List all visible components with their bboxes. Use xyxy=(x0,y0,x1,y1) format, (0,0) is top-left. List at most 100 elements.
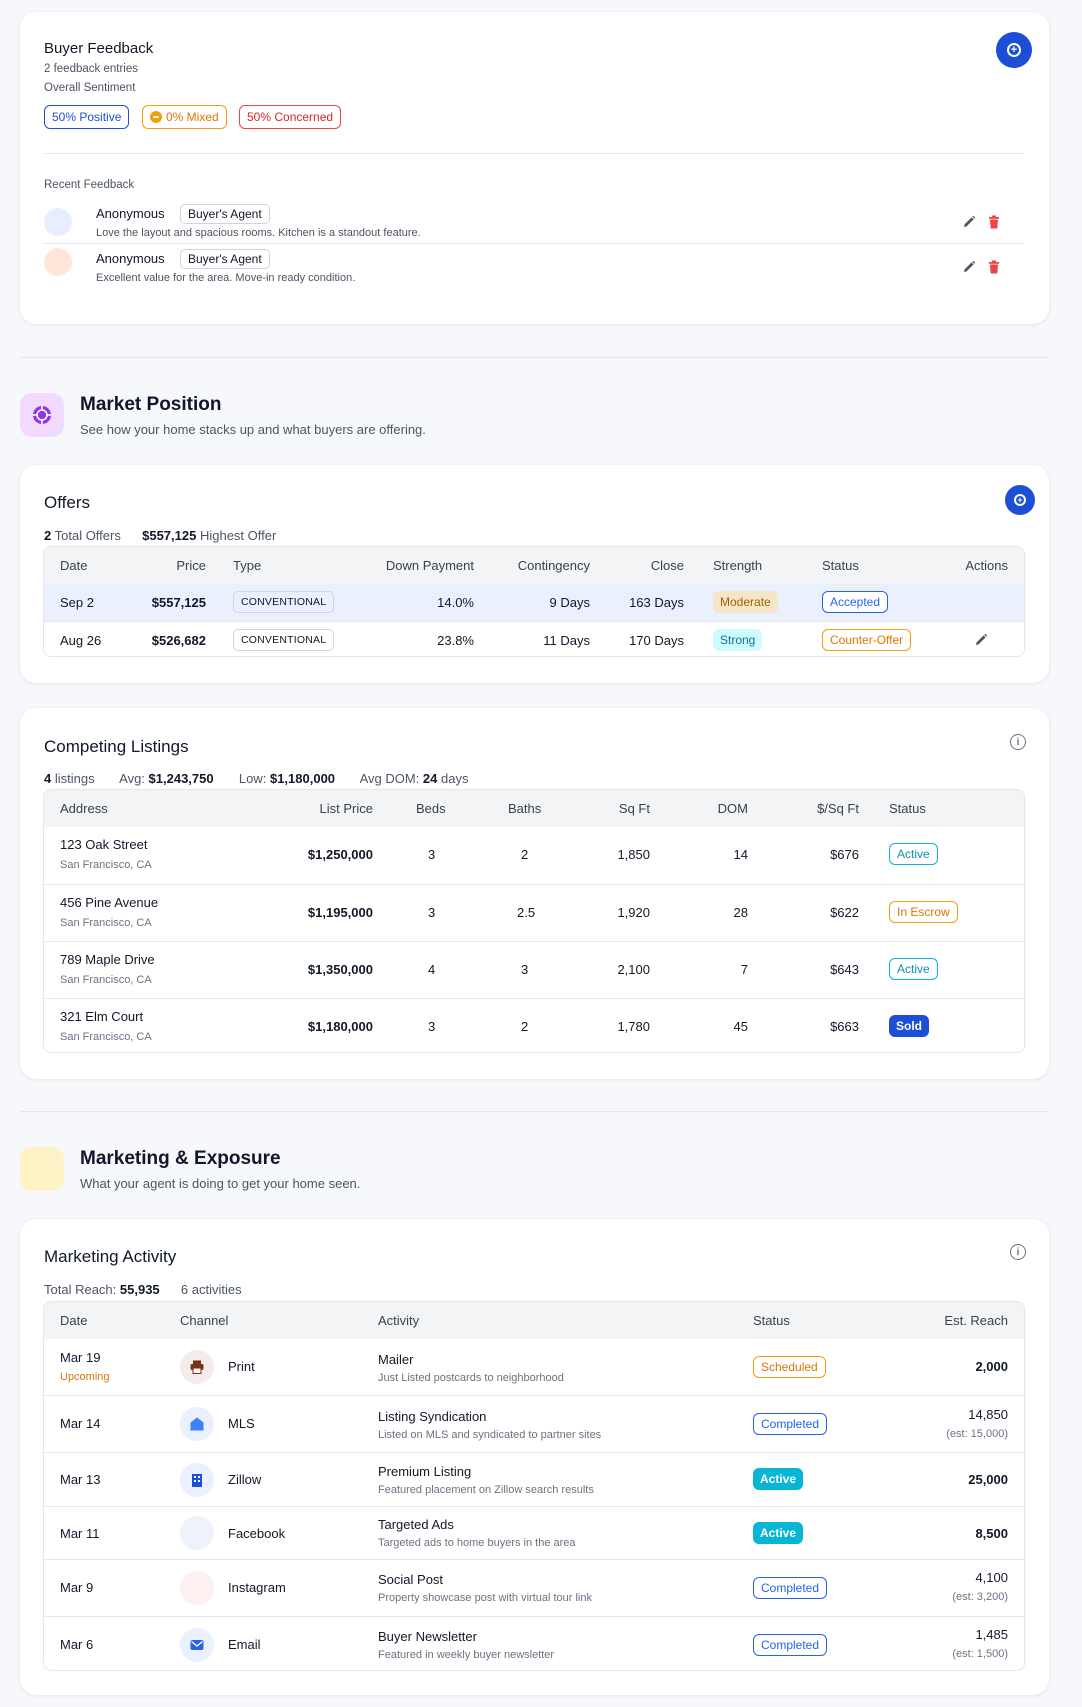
listing-dom: 14 xyxy=(733,847,748,862)
marketing-title: Marketing Activity xyxy=(44,1247,177,1266)
listing-dom: 7 xyxy=(740,962,748,977)
status-badge: Accepted xyxy=(822,591,889,613)
offer-contingency: 9 Days xyxy=(549,595,590,610)
offer-close: 163 Days xyxy=(629,595,684,610)
col-close: Close xyxy=(650,558,684,573)
offer-date: Sep 2 xyxy=(60,595,94,610)
strength-badge: Moderate xyxy=(713,591,778,613)
listing-beds: 3 xyxy=(428,1019,436,1034)
feedback-divider xyxy=(44,153,1025,154)
feedback-author: Anonymous xyxy=(96,251,165,266)
sentiment-label: Overall Sentiment xyxy=(44,82,136,94)
table-row[interactable]: Mar 11 Facebook Targeted Ads Targeted ad… xyxy=(44,1507,1024,1559)
info-icon[interactable]: i xyxy=(1010,734,1026,750)
listing-address: 456 Pine Avenue xyxy=(60,895,159,910)
listing-city: San Francisco, CA xyxy=(60,974,152,986)
sentiment-mixed-badge: 0% Mixed xyxy=(142,105,227,129)
col-sqft: Sq Ft xyxy=(618,801,650,816)
activity-date: Mar 9 xyxy=(60,1580,94,1595)
delete-icon[interactable] xyxy=(988,260,1000,279)
status-badge: Sold xyxy=(889,1015,929,1037)
offer-price: $526,682 xyxy=(151,633,206,648)
table-row[interactable]: 123 Oak Street San Francisco, CA $1,250,… xyxy=(44,827,1024,884)
col-actions: Actions xyxy=(965,558,1008,573)
market-position-subtitle: See how your home stacks up and what buy… xyxy=(80,422,426,437)
offer-price: $557,125 xyxy=(151,595,206,610)
activity-name: Buyer Newsletter xyxy=(378,1629,477,1644)
table-row[interactable]: Mar 14 MLS Listing Syndication Listed on… xyxy=(44,1396,1024,1452)
col-channel: Channel xyxy=(180,1313,229,1328)
marketing-table: Date Channel Activity Status Est. Reach … xyxy=(43,1301,1025,1671)
reach-estimate: (est: 3,200) xyxy=(952,1591,1008,1603)
offer-down-payment: 14.0% xyxy=(437,595,474,610)
table-row[interactable]: Mar 13 Zillow Premium Listing Featured p… xyxy=(44,1453,1024,1506)
channel-name: Email xyxy=(228,1637,261,1652)
buyer-feedback-card: Buyer Feedback 2 feedback entries Overal… xyxy=(20,12,1049,324)
activity-name: Mailer xyxy=(378,1352,414,1367)
table-row[interactable]: 456 Pine Avenue San Francisco, CA $1,195… xyxy=(44,885,1024,941)
table-row[interactable]: 321 Elm Court San Francisco, CA $1,180,0… xyxy=(44,999,1024,1052)
envelope-icon xyxy=(180,1628,214,1662)
offer-type-tag: CONVENTIONAL xyxy=(233,629,335,651)
col-price: Price xyxy=(176,558,206,573)
sentiment-concerned-badge: 50% Concerned xyxy=(239,105,342,129)
col-beds: Beds xyxy=(416,801,446,816)
col-status: Status xyxy=(889,801,926,816)
feedback-author: Anonymous xyxy=(96,206,165,221)
table-row[interactable]: Mar 19 Upcoming Print Mailer Just Listed… xyxy=(44,1339,1024,1395)
col-date: Date xyxy=(60,1313,88,1328)
activity-name: Social Post xyxy=(378,1572,444,1587)
add-feedback-button[interactable]: + xyxy=(996,32,1032,68)
col-price-per-sqft: $/Sq Ft xyxy=(817,801,859,816)
megaphone-icon xyxy=(20,1147,64,1191)
delete-icon[interactable] xyxy=(988,215,1000,234)
col-status: Status xyxy=(753,1313,790,1328)
channel-name: MLS xyxy=(228,1416,255,1431)
offers-summary: 2 Total Offers $557,125 Highest Offer xyxy=(44,528,277,543)
feedback-text: Love the layout and spacious rooms. Kitc… xyxy=(96,227,421,239)
listing-baths: 3 xyxy=(521,962,529,977)
table-row[interactable]: Mar 9 Instagram Social Post Property sho… xyxy=(44,1560,1024,1616)
listing-sqft: 1,920 xyxy=(617,905,650,920)
activity-desc: Targeted ads to home buyers in the area xyxy=(378,1537,576,1549)
add-offer-button[interactable]: + xyxy=(1005,485,1035,515)
section-divider xyxy=(20,1111,1049,1112)
info-icon[interactable]: i xyxy=(1010,1244,1026,1260)
table-header: Date Price Type Down Payment Contingency… xyxy=(44,547,1024,584)
table-row[interactable]: 789 Maple Drive San Francisco, CA $1,350… xyxy=(44,942,1024,998)
table-row[interactable]: Aug 26 $526,682 CONVENTIONAL 23.8% 11 Da… xyxy=(44,622,1024,656)
feedback-text: Excellent value for the area. Move-in re… xyxy=(96,272,356,284)
activity-name: Premium Listing xyxy=(378,1464,472,1479)
activity-desc: Featured placement on Zillow search resu… xyxy=(378,1484,594,1496)
channel-name: Instagram xyxy=(228,1580,286,1595)
listing-price-per-sqft: $676 xyxy=(830,847,859,862)
col-dom: DOM xyxy=(717,801,748,816)
listing-baths: 2.5 xyxy=(517,905,536,920)
status-badge: Completed xyxy=(753,1413,828,1435)
listing-city: San Francisco, CA xyxy=(60,917,152,929)
col-contingency: Contingency xyxy=(517,558,590,573)
activity-desc: Just Listed postcards to neighborhood xyxy=(378,1372,564,1384)
col-down-payment: Down Payment xyxy=(385,558,474,573)
edit-icon[interactable] xyxy=(962,215,976,234)
offer-date: Aug 26 xyxy=(60,633,102,648)
marketing-section-title: Marketing & Exposure xyxy=(80,1148,281,1169)
table-row[interactable]: Sep 2 $557,125 CONVENTIONAL 14.0% 9 Days… xyxy=(44,584,1024,621)
target-icon xyxy=(20,393,64,437)
activity-desc: Featured in weekly buyer newsletter xyxy=(378,1649,555,1661)
reach-estimate: (est: 1,500) xyxy=(952,1648,1008,1660)
status-badge: Completed xyxy=(753,1577,828,1599)
status-badge: Scheduled xyxy=(753,1356,826,1378)
building-icon xyxy=(180,1463,214,1497)
facebook-icon xyxy=(180,1516,214,1550)
col-date: Date xyxy=(60,558,88,573)
feedback-title: Buyer Feedback xyxy=(44,40,154,57)
section-divider xyxy=(20,357,1049,358)
edit-icon[interactable] xyxy=(962,260,976,279)
edit-icon[interactable] xyxy=(974,633,988,652)
recent-feedback-label: Recent Feedback xyxy=(44,179,135,191)
listing-price: $1,250,000 xyxy=(307,847,373,862)
listing-dom: 45 xyxy=(733,1019,748,1034)
table-row[interactable]: Mar 6 Email Buyer Newsletter Featured in… xyxy=(44,1617,1024,1670)
activity-date: Mar 6 xyxy=(60,1637,94,1652)
